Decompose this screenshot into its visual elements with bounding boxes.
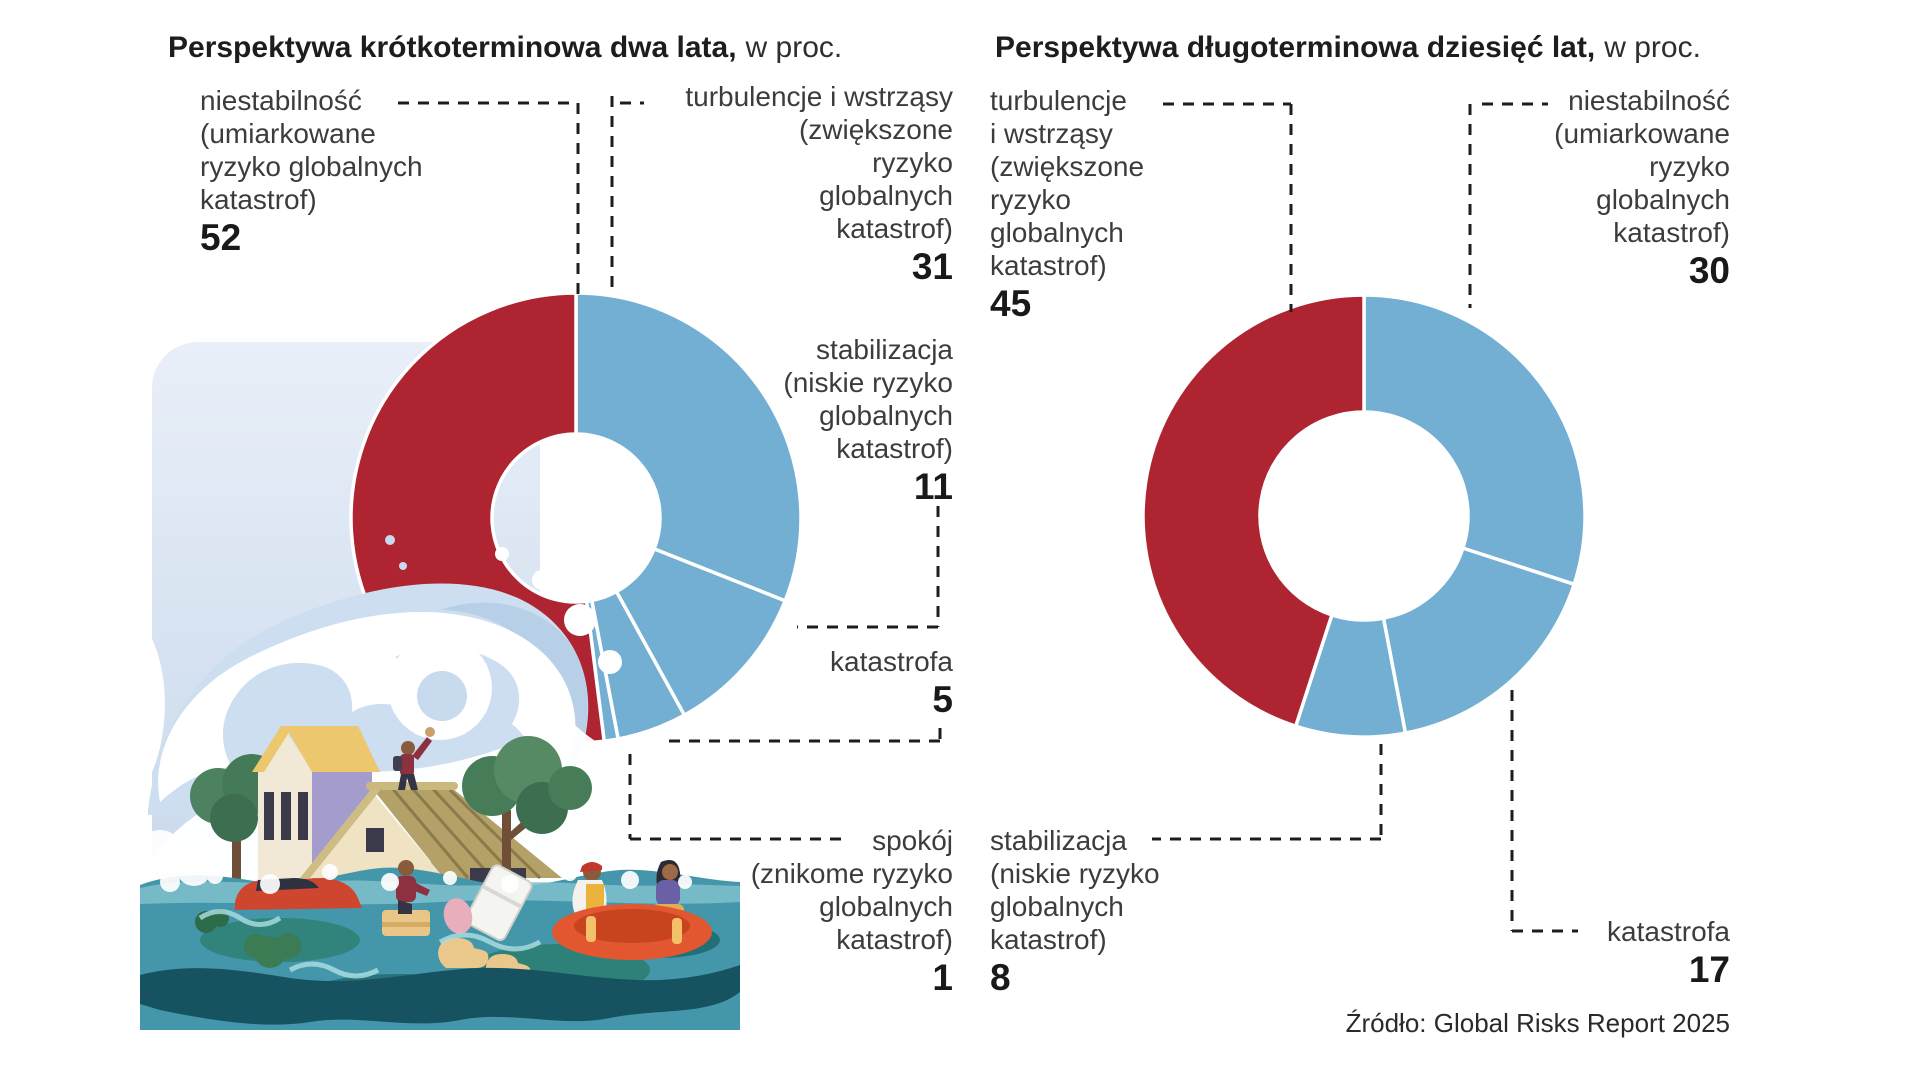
callout-long-turbulencje: turbulencje i wstrząsy (zwiększone ryzyk… <box>990 84 1144 324</box>
backpack-icon <box>443 898 473 934</box>
callout-value: 5 <box>932 679 953 720</box>
callout-label: turbulencje i wstrząsy (zwiększone ryzyk… <box>990 85 1145 281</box>
callout-value: 30 <box>1688 250 1730 291</box>
callout-label: turbulencje i wstrząsy (zwiększone ryzyk… <box>685 81 953 244</box>
source-note: Źródło: Global Risks Report 2025 <box>1345 1008 1730 1038</box>
callout-value: 31 <box>911 246 953 287</box>
callout-value: 52 <box>200 217 242 258</box>
chart-title-short-term-unit: w proc. <box>745 31 843 64</box>
callout-label: stabilizacja (niskie ryzyko globalnych k… <box>990 825 1160 955</box>
donut-slice-katastrofa <box>1381 546 1576 735</box>
person-on-roof-icon <box>393 727 435 790</box>
callout-long-katastrofa: katastrofa 17 <box>1607 915 1730 990</box>
callout-label: katastrofa <box>1607 916 1730 947</box>
callout-short-katastrofa: katastrofa 5 <box>830 645 953 720</box>
callout-long-stabilizacja: stabilizacja (niskie ryzyko globalnych k… <box>990 824 1160 998</box>
callout-value: 8 <box>990 957 1011 998</box>
flood-illustration <box>140 535 740 1030</box>
donut-slice-niestabilnosc <box>1362 293 1587 587</box>
callout-short-stabilizacja: stabilizacja (niskie ryzyko globalnych k… <box>783 333 953 507</box>
callout-label: spokój (znikome ryzyko globalnych katast… <box>750 825 953 955</box>
rescue-raft-icon <box>552 860 712 960</box>
callout-value: 17 <box>1688 949 1730 990</box>
chart-title-long-term: Perspektywa długoterminowa dziesięć lat,… <box>995 31 1701 65</box>
person-on-box-icon <box>382 860 430 936</box>
chart-title-short-term-text: Perspektywa krótkoterminowa dwa lata, <box>168 31 737 64</box>
callout-short-niestabilnosc: niestabilność (umiarkowane ryzyko global… <box>200 84 423 258</box>
callout-label: niestabilność (umiarkowane ryzyko global… <box>200 85 423 215</box>
callout-value: 1 <box>932 957 953 998</box>
callout-short-turbulencje: turbulencje i wstrząsy (zwiększone ryzyk… <box>685 80 953 287</box>
chart-title-long-term-unit: w proc. <box>1604 31 1701 64</box>
donut-slice-turbulencje <box>574 291 803 603</box>
chart-title-short-term: Perspektywa krótkoterminowa dwa lata, w p… <box>168 31 842 65</box>
callout-value: 11 <box>913 466 953 507</box>
callout-long-niestabilnosc: niestabilność (umiarkowane ryzyko global… <box>1554 84 1730 291</box>
callout-value: 45 <box>990 283 1032 324</box>
chart-title-long-term-text: Perspektywa długoterminowa dziesięć lat, <box>995 31 1596 64</box>
callout-label: katastrofa <box>830 646 953 677</box>
tree-icon <box>462 736 592 890</box>
donut-slice-stabilizacja <box>614 547 787 717</box>
callout-short-spokoj: spokój (znikome ryzyko globalnych katast… <box>751 824 953 998</box>
callout-label: stabilizacja (niskie ryzyko globalnych k… <box>783 334 953 464</box>
callout-label: niestabilność (umiarkowane ryzyko global… <box>1554 85 1730 248</box>
